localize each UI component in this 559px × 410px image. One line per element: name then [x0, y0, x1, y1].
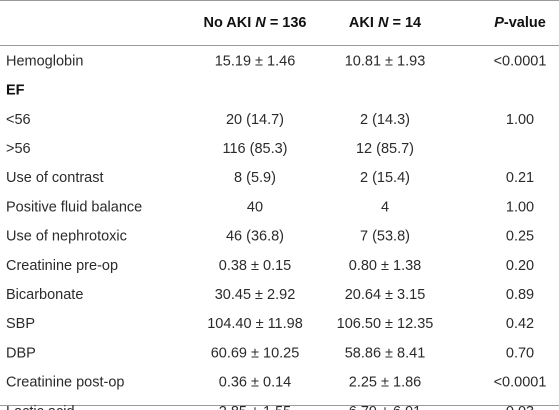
cell: 30.45 ± 2.92 [215, 287, 296, 303]
cell: 0.36 ± 0.14 [219, 375, 291, 391]
cell: 1.00 [506, 112, 534, 128]
row-label: Lactic acid [6, 404, 75, 410]
cell: 104.40 ± 11.98 [207, 316, 303, 332]
cell: 2 (15.4) [360, 170, 410, 186]
cell: 0.70 [506, 345, 534, 361]
cell: 0.80 ± 1.38 [349, 258, 421, 274]
cell: 6.79 ± 6.91 [349, 404, 421, 410]
cell: 20 (14.7) [226, 112, 284, 128]
cell: 10.81 ± 1.93 [345, 53, 426, 69]
cell: 12 (85.7) [356, 141, 414, 157]
cell: 40 [247, 199, 263, 215]
header-cell: P-value [494, 15, 546, 31]
cell: 2 (14.3) [360, 112, 410, 128]
cell: 0.89 [506, 287, 534, 303]
cell: 116 (85.3) [222, 141, 287, 157]
row-label: Creatinine pre-op [6, 258, 118, 274]
cell: <0.0001 [494, 53, 547, 69]
cell: 2.85 ± 1.55 [219, 404, 291, 410]
header-italic: P [494, 15, 504, 31]
row-label: Positive fluid balance [6, 199, 142, 215]
header-text: AKI [349, 15, 374, 31]
row-label: Use of nephrotoxic [6, 229, 127, 245]
cell: 0.38 ± 0.15 [219, 258, 291, 274]
cell: 8 (5.9) [234, 170, 276, 186]
cell: 0.20 [506, 258, 534, 274]
row-label: Use of contrast [6, 170, 104, 186]
cell: 60.69 ± 10.25 [211, 345, 300, 361]
cell: 0.25 [506, 229, 534, 245]
header-cell: AKI N = 14 [349, 15, 421, 31]
cell: 1.00 [506, 199, 534, 215]
cell: 58.86 ± 8.41 [345, 345, 426, 361]
header-text: = 14 [392, 15, 421, 31]
row-label: Hemoglobin [6, 53, 83, 69]
cell: 46 (36.8) [226, 229, 284, 245]
header-italic: N [378, 15, 389, 31]
row-label: DBP [6, 345, 36, 361]
header-cell: No AKI N = 136 [203, 15, 306, 31]
cell: 0.42 [506, 316, 534, 332]
row-label: SBP [6, 316, 35, 332]
cell: 0.03 [506, 404, 534, 410]
cell: 4 [381, 199, 389, 215]
cell: 7 (53.8) [360, 229, 410, 245]
row-label: EF [6, 83, 25, 99]
row-label: >56 [6, 141, 31, 157]
row-label: <56 [6, 112, 31, 128]
header-text: -value [504, 15, 546, 31]
cell: <0.0001 [494, 375, 547, 391]
header-text: No AKI [203, 15, 251, 31]
cell: 106.50 ± 12.35 [337, 316, 434, 332]
cell: 2.25 ± 1.86 [349, 375, 421, 391]
header-italic: N [255, 15, 266, 31]
row-label: Bicarbonate [6, 287, 83, 303]
cell: 20.64 ± 3.15 [345, 287, 426, 303]
header-text: = 136 [270, 15, 307, 31]
cell: 15.19 ± 1.46 [215, 53, 296, 69]
row-label: Creatinine post-op [6, 375, 125, 391]
cell: 0.21 [506, 170, 534, 186]
